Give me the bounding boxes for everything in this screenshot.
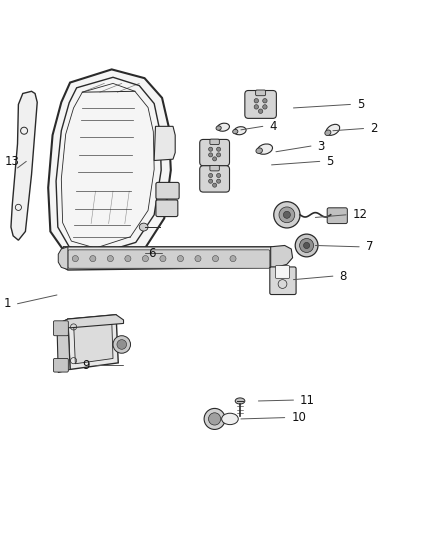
FancyBboxPatch shape [156, 182, 179, 199]
Text: 5: 5 [326, 155, 334, 168]
Circle shape [90, 255, 96, 262]
Circle shape [142, 255, 148, 262]
Circle shape [216, 179, 221, 183]
Circle shape [216, 147, 221, 151]
Text: 6: 6 [148, 247, 155, 260]
Circle shape [274, 201, 300, 228]
Circle shape [72, 255, 78, 262]
Circle shape [258, 109, 263, 114]
FancyBboxPatch shape [245, 91, 276, 118]
Circle shape [208, 147, 213, 151]
Circle shape [160, 255, 166, 262]
Text: 13: 13 [5, 155, 20, 168]
Ellipse shape [217, 123, 230, 131]
Circle shape [117, 340, 127, 349]
Circle shape [216, 153, 221, 157]
Polygon shape [68, 314, 118, 369]
Text: 9: 9 [82, 359, 90, 372]
Text: 2: 2 [370, 122, 378, 135]
FancyBboxPatch shape [68, 250, 270, 268]
Circle shape [195, 255, 201, 262]
Circle shape [208, 413, 221, 425]
Text: 5: 5 [357, 98, 364, 111]
Circle shape [263, 99, 267, 103]
Polygon shape [74, 319, 113, 364]
Text: 3: 3 [318, 140, 325, 152]
Text: 11: 11 [300, 393, 315, 407]
Ellipse shape [222, 413, 238, 425]
Text: 8: 8 [339, 270, 347, 282]
FancyBboxPatch shape [53, 321, 68, 336]
FancyBboxPatch shape [210, 165, 219, 171]
Circle shape [212, 157, 217, 161]
Circle shape [177, 255, 184, 262]
Ellipse shape [235, 398, 245, 404]
Ellipse shape [256, 148, 262, 154]
Circle shape [113, 336, 131, 353]
Text: 4: 4 [269, 120, 277, 133]
Ellipse shape [234, 127, 246, 135]
Circle shape [212, 183, 217, 187]
Polygon shape [11, 91, 37, 240]
Ellipse shape [326, 124, 340, 135]
Ellipse shape [233, 130, 238, 134]
Circle shape [208, 179, 213, 183]
FancyBboxPatch shape [210, 139, 219, 144]
Polygon shape [57, 314, 124, 328]
Ellipse shape [216, 126, 221, 130]
FancyBboxPatch shape [256, 90, 265, 96]
Circle shape [263, 104, 267, 109]
Text: 10: 10 [291, 411, 306, 424]
Circle shape [304, 243, 310, 248]
Circle shape [204, 408, 225, 430]
Circle shape [107, 255, 113, 262]
Polygon shape [154, 126, 175, 160]
Circle shape [283, 211, 290, 219]
Ellipse shape [139, 223, 148, 231]
FancyBboxPatch shape [270, 267, 296, 295]
Polygon shape [271, 246, 293, 268]
Ellipse shape [258, 144, 272, 154]
FancyBboxPatch shape [200, 140, 230, 166]
Circle shape [208, 153, 213, 157]
Ellipse shape [325, 130, 331, 135]
Circle shape [254, 104, 258, 109]
FancyBboxPatch shape [327, 208, 347, 223]
Circle shape [254, 99, 258, 103]
Circle shape [125, 255, 131, 262]
FancyBboxPatch shape [156, 200, 178, 216]
FancyBboxPatch shape [276, 265, 290, 278]
Polygon shape [48, 69, 171, 262]
Circle shape [295, 234, 318, 257]
Polygon shape [58, 247, 68, 270]
Circle shape [300, 238, 314, 253]
Circle shape [212, 255, 219, 262]
Text: 1: 1 [4, 297, 11, 310]
Circle shape [279, 207, 295, 223]
Text: 12: 12 [353, 208, 367, 221]
Polygon shape [57, 319, 70, 373]
FancyBboxPatch shape [200, 166, 230, 192]
Text: 7: 7 [366, 240, 373, 253]
Circle shape [208, 173, 213, 177]
Circle shape [216, 173, 221, 177]
FancyBboxPatch shape [53, 359, 68, 372]
Polygon shape [60, 247, 278, 270]
Circle shape [230, 255, 236, 262]
